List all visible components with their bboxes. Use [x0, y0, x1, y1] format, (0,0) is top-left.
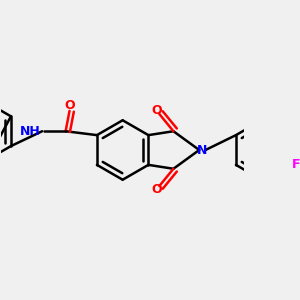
Text: F: F — [292, 158, 300, 171]
Text: O: O — [151, 183, 161, 196]
Text: O: O — [151, 104, 161, 117]
Text: N: N — [197, 143, 208, 157]
Text: O: O — [64, 99, 75, 112]
Text: NH: NH — [20, 125, 40, 138]
